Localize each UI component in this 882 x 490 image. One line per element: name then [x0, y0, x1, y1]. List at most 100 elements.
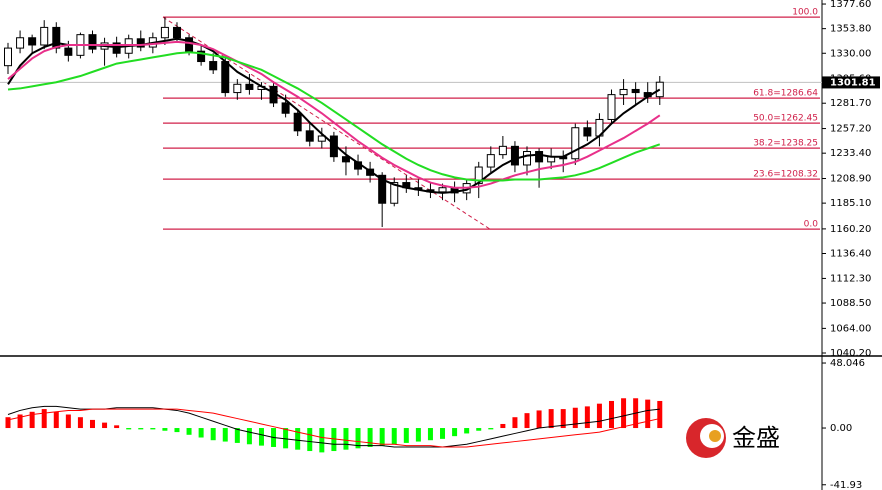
macd-bar — [283, 428, 289, 449]
candle-body — [281, 102, 290, 114]
macd-bar — [150, 428, 156, 430]
macd-bar — [452, 428, 458, 437]
y-tick-label: 1353.80 — [830, 24, 871, 35]
candle-body — [486, 154, 495, 168]
macd-bar — [464, 428, 470, 434]
macd-bar — [403, 428, 409, 443]
moving-average — [7, 37, 661, 194]
candle-body — [293, 112, 302, 132]
fib-label: 50.0=1262.45 — [753, 114, 818, 124]
candle-body — [631, 88, 640, 94]
macd-bar — [186, 428, 192, 435]
macd-bar — [645, 399, 651, 429]
candle-body — [535, 151, 544, 163]
macd-bar — [415, 428, 421, 442]
macd-bar — [5, 417, 11, 429]
macd-bar — [343, 428, 349, 450]
candle-body — [112, 42, 121, 54]
candle-body — [136, 38, 145, 48]
macd-bar — [488, 428, 494, 430]
candle-body — [233, 83, 242, 94]
candle-body — [88, 34, 97, 50]
candle-body — [438, 187, 447, 193]
last-price-box — [822, 76, 880, 89]
y-tick-label: 1377.60 — [830, 0, 871, 10]
candle-body — [498, 145, 507, 156]
macd-bar — [536, 410, 542, 429]
y-tick-label: 1160.20 — [830, 224, 871, 235]
macd-bar — [524, 413, 530, 429]
y-tick-label: 1185.10 — [830, 198, 871, 209]
macd-bar — [198, 428, 204, 438]
macd-bar — [379, 428, 385, 446]
y-tick-label: 1040.20 — [830, 348, 871, 359]
macd-bar — [331, 428, 337, 452]
macd-bar — [572, 407, 578, 429]
macd-bar — [427, 428, 433, 441]
macd-bar — [476, 428, 482, 431]
candle-body — [40, 26, 49, 46]
macd-bar — [126, 428, 132, 430]
macd-bar — [657, 400, 663, 429]
macd-line — [7, 405, 660, 448]
candle-body — [390, 182, 399, 204]
candle-body — [341, 156, 350, 163]
y-tick-label: 1112.30 — [830, 273, 871, 284]
macd-bar — [596, 403, 602, 429]
macd-bar — [65, 414, 71, 429]
y-tick-label: 1136.40 — [830, 249, 871, 260]
macd-bar — [440, 428, 446, 439]
y-tick-label: 1257.20 — [830, 124, 871, 135]
candle-body — [16, 37, 25, 49]
macd-bar — [500, 423, 506, 429]
macd-bar — [367, 428, 373, 447]
fib-label: 61.8=1286.64 — [753, 89, 818, 99]
macd-bar — [102, 422, 108, 429]
candle-body — [160, 26, 169, 39]
macd-bar — [621, 398, 627, 429]
moving-average — [7, 51, 661, 182]
macd-bar — [391, 428, 397, 445]
candle-body — [378, 174, 387, 204]
macd-bar — [174, 428, 180, 433]
candle-body — [523, 151, 532, 166]
candle-body — [510, 145, 519, 166]
moving-average — [7, 40, 661, 189]
logo-icon-dot — [709, 430, 721, 442]
macd-tick-label: 0.00 — [830, 423, 852, 434]
logo-text: 金盛 — [732, 424, 780, 452]
candle-body — [583, 127, 592, 137]
macd-bar — [41, 409, 47, 429]
macd-bar — [114, 425, 120, 429]
last-price-label: 1301.81 — [830, 77, 876, 88]
candle-body — [4, 47, 12, 67]
candle-body — [221, 61, 230, 94]
macd-bar — [138, 428, 144, 430]
y-tick-label: 1330.00 — [830, 48, 871, 59]
y-tick-label: 1208.90 — [830, 174, 871, 185]
macd-bar — [89, 419, 95, 429]
candle-body — [209, 61, 218, 71]
macd-line — [7, 408, 660, 448]
candle-body — [571, 127, 580, 160]
candle-body — [607, 94, 616, 120]
macd-bar — [246, 428, 252, 445]
candle-body — [64, 47, 73, 56]
y-tick-label: 1233.40 — [830, 148, 871, 159]
candle-body — [28, 37, 37, 46]
macd-bar — [319, 428, 325, 453]
macd-bar — [162, 428, 168, 431]
y-tick-label: 1064.00 — [830, 323, 871, 334]
macd-bar — [295, 428, 301, 450]
macd-bar — [222, 428, 228, 442]
macd-bar — [355, 428, 361, 449]
candle-body — [172, 26, 181, 39]
macd-bar — [77, 417, 83, 429]
macd-bar — [210, 428, 216, 441]
macd-bar — [234, 428, 240, 443]
candle-body — [305, 130, 314, 142]
fib-label: 38.2=1238.25 — [753, 139, 818, 149]
macd-bar — [609, 400, 614, 429]
candle-body — [619, 88, 628, 96]
